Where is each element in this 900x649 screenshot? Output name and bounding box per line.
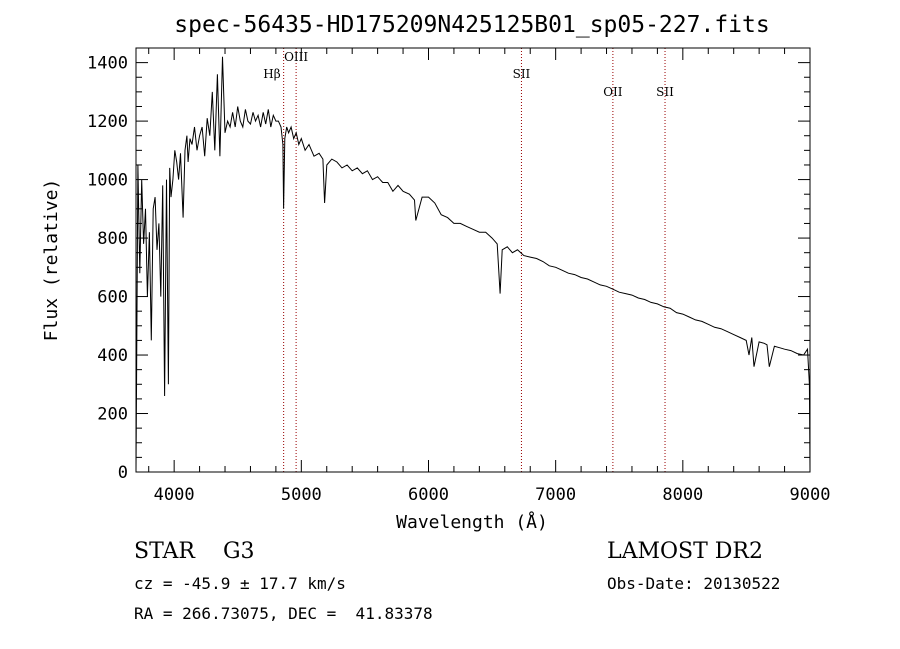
y-tick-label: 1400 [87, 54, 128, 74]
x-tick-label: 9000 [790, 485, 831, 505]
plot-frame [135, 47, 811, 473]
emission-line-label: SII [656, 85, 674, 99]
x-axis-label: Wavelength (Å) [396, 511, 548, 533]
survey-label: LAMOST DR2 [607, 539, 763, 564]
tick-label-group: 4000 5000 6000 7000 8000 9000 0 200 400 600 800 100… [87, 54, 830, 505]
y-tick-label: 600 [97, 288, 128, 308]
y-tick-label: 0 [118, 463, 128, 483]
coordinates-label: RA = 266.73075, DEC = 41.83378 [134, 604, 433, 623]
emission-line-label: Hβ [263, 67, 280, 81]
object-class-label: STAR G3 [134, 539, 255, 564]
x-tick-label: 8000 [662, 485, 703, 505]
y-tick-label: 1000 [87, 171, 128, 191]
y-tick-label: 400 [97, 346, 128, 366]
redshift-label: cz = -45.9 ± 17.7 km/s [134, 574, 346, 593]
y-tick-label: 800 [97, 229, 128, 249]
x-tick-label: 4000 [154, 485, 195, 505]
x-tick-label: 6000 [408, 485, 449, 505]
emission-line-label: SII [513, 67, 531, 81]
emission-line-group: Hβ OIII SII OII SII [263, 48, 674, 472]
obs-date-label: Obs-Date: 20130522 [607, 574, 781, 593]
y-tick-label: 1200 [87, 112, 128, 132]
y-axis-label: Flux (relative) [41, 179, 62, 342]
y-tick-label: 200 [97, 405, 128, 425]
x-tick-label: 5000 [281, 485, 322, 505]
spectrum-line [135, 56, 811, 473]
emission-line-label: OII [603, 85, 623, 99]
emission-line-label: OIII [284, 50, 308, 64]
x-tick-label: 7000 [535, 485, 576, 505]
chart-title: spec-56435-HD175209N425125B01_sp05-227.f… [174, 12, 769, 38]
